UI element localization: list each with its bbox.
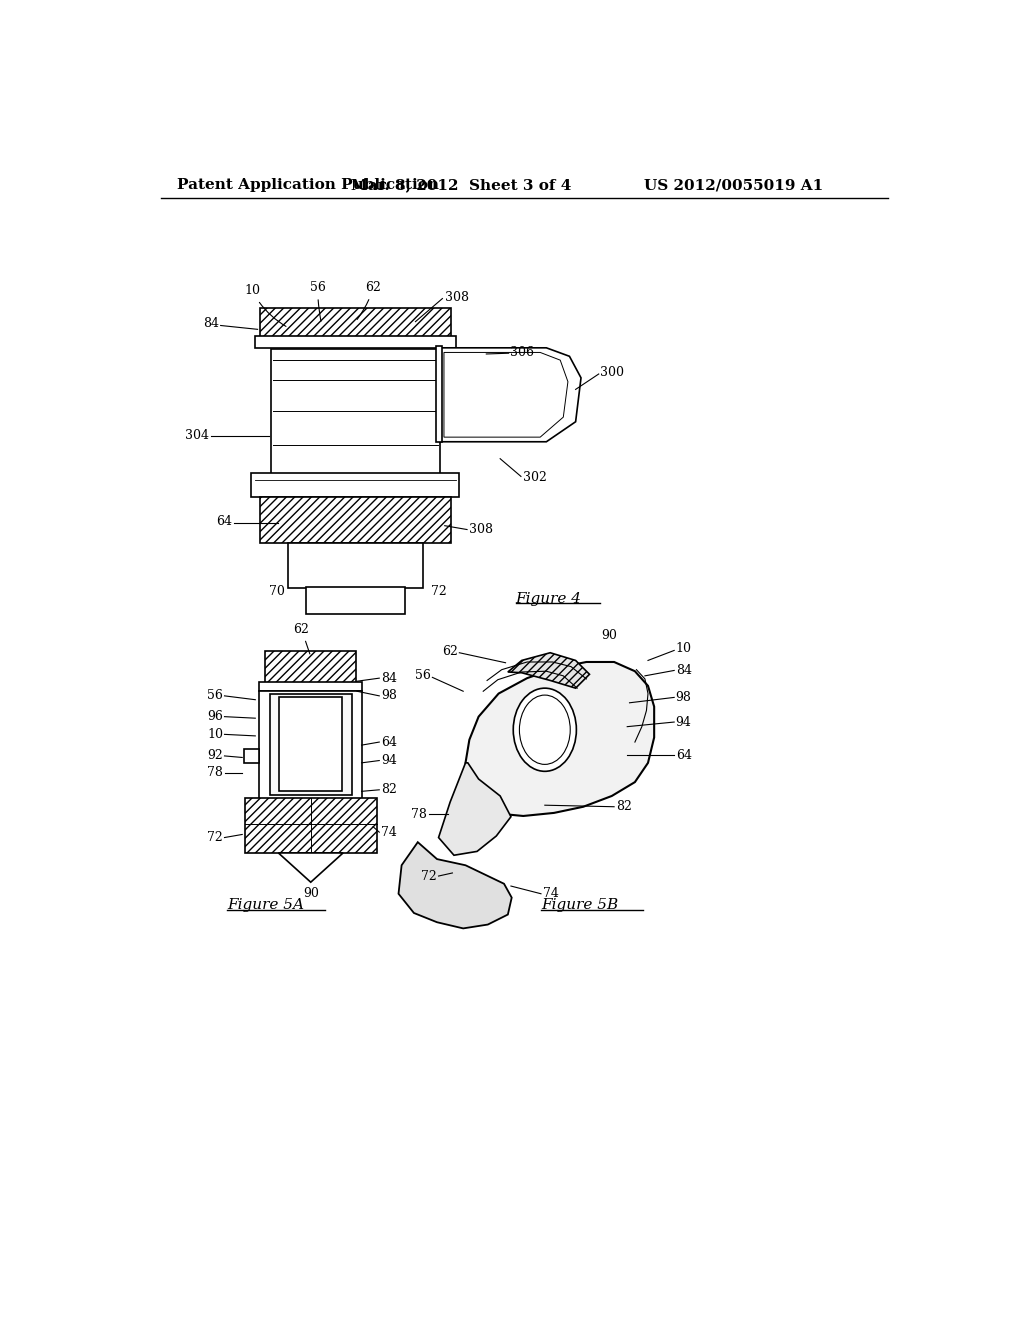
- Text: 64: 64: [216, 515, 232, 528]
- Text: US 2012/0055019 A1: US 2012/0055019 A1: [644, 178, 823, 193]
- Text: 92: 92: [207, 750, 223, 763]
- Bar: [259, 682, 362, 692]
- Text: 70: 70: [268, 585, 285, 598]
- Text: 84: 84: [381, 672, 397, 685]
- Text: 64: 64: [676, 748, 692, 762]
- Bar: [259, 692, 362, 799]
- Bar: [306, 586, 404, 614]
- Text: 82: 82: [381, 783, 396, 796]
- Text: Figure 5A: Figure 5A: [226, 899, 304, 912]
- Text: 308: 308: [469, 523, 494, 536]
- Bar: [245, 797, 377, 853]
- Text: 62: 62: [357, 281, 381, 319]
- Text: 300: 300: [600, 366, 625, 379]
- Text: 78: 78: [411, 808, 427, 821]
- Polygon shape: [244, 748, 259, 763]
- Text: 72: 72: [207, 832, 223, 843]
- Text: 302: 302: [523, 471, 547, 484]
- Bar: [265, 651, 356, 684]
- Text: 96: 96: [207, 710, 223, 723]
- Text: 56: 56: [415, 669, 431, 682]
- Polygon shape: [466, 663, 654, 816]
- Text: Mar. 8, 2012  Sheet 3 of 4: Mar. 8, 2012 Sheet 3 of 4: [351, 178, 571, 193]
- Text: 10: 10: [207, 727, 223, 741]
- Text: 56: 56: [309, 281, 326, 321]
- Bar: [260, 308, 451, 337]
- Text: 64: 64: [381, 735, 397, 748]
- Bar: [255, 335, 456, 348]
- Text: 304: 304: [185, 429, 209, 442]
- Text: 72: 72: [431, 585, 446, 598]
- Bar: [260, 498, 451, 544]
- Text: 94: 94: [381, 754, 396, 767]
- Bar: [270, 350, 440, 474]
- Text: 90: 90: [601, 630, 617, 643]
- Text: 308: 308: [444, 290, 469, 304]
- Text: Figure 4: Figure 4: [515, 591, 582, 606]
- Text: 78: 78: [207, 767, 223, 779]
- Text: 56: 56: [207, 689, 223, 702]
- Bar: [270, 693, 351, 795]
- Polygon shape: [279, 853, 343, 882]
- Text: 84: 84: [203, 317, 219, 330]
- Ellipse shape: [513, 688, 577, 771]
- Text: 62: 62: [442, 644, 458, 657]
- Bar: [280, 697, 342, 792]
- Text: 62: 62: [294, 623, 310, 653]
- Text: 90: 90: [303, 887, 318, 900]
- Text: Patent Application Publication: Patent Application Publication: [177, 178, 438, 193]
- Text: 98: 98: [676, 690, 691, 704]
- Text: 98: 98: [381, 689, 396, 702]
- Text: 74: 74: [543, 887, 558, 900]
- Text: 10: 10: [676, 643, 692, 656]
- Text: 306: 306: [510, 346, 535, 359]
- Polygon shape: [508, 653, 590, 688]
- Text: 82: 82: [615, 800, 632, 813]
- Polygon shape: [438, 763, 511, 855]
- Text: 72: 72: [421, 870, 437, 883]
- Text: 74: 74: [381, 825, 396, 838]
- Text: 84: 84: [676, 664, 692, 677]
- Text: 94: 94: [676, 715, 691, 729]
- Polygon shape: [398, 842, 512, 928]
- Bar: [289, 544, 423, 589]
- Bar: [252, 473, 460, 498]
- Bar: [436, 346, 442, 442]
- Text: 10: 10: [244, 284, 286, 326]
- Polygon shape: [440, 348, 581, 442]
- Text: Figure 5B: Figure 5B: [541, 899, 618, 912]
